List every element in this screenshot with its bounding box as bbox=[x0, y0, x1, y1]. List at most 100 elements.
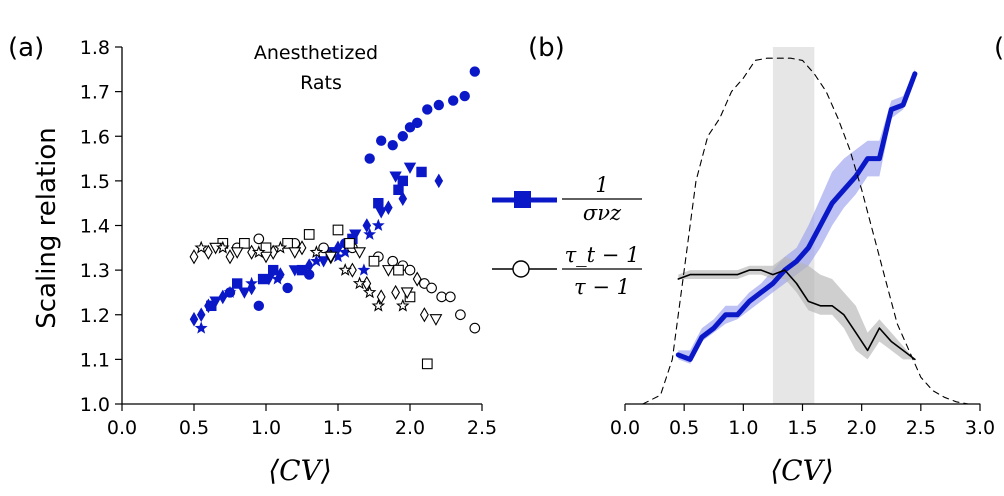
chart-a-point-sigma-star bbox=[310, 254, 323, 267]
chart-a-y-tick-label: 1.1 bbox=[80, 349, 110, 371]
chart-a-point-tau-triangle-down bbox=[259, 251, 273, 264]
panel-label-a: (a) bbox=[8, 33, 44, 63]
chart-a-y-tick-label: 1.2 bbox=[80, 305, 110, 327]
chart-a-point-tau-star bbox=[352, 276, 367, 290]
chart-a-y-tick-label: 1.4 bbox=[80, 216, 110, 238]
chart-a-point-sigma-square bbox=[373, 197, 384, 209]
chart-b-plot bbox=[642, 47, 981, 405]
chart-a-point-sigma-diamond bbox=[362, 218, 372, 233]
chart-a-point-tau-circle bbox=[426, 282, 437, 294]
chart-b-x-tick-label: 1.0 bbox=[728, 417, 758, 439]
chart-a-point-tau-square bbox=[332, 224, 344, 236]
chart-a-point-sigma-triangle-down bbox=[375, 207, 388, 219]
chart-b-line-sigma bbox=[675, 71, 918, 362]
chart-b-x-tick-label: 1.5 bbox=[787, 417, 817, 439]
chart-a-point-sigma-diamond bbox=[196, 307, 206, 323]
chart-a-point-tau-circle bbox=[469, 322, 481, 334]
chart-a-point-sigma-circle bbox=[282, 282, 293, 294]
chart-b-x-tick-label: 3.0 bbox=[965, 417, 995, 439]
chart-a-point-tau-diamond bbox=[412, 271, 422, 287]
chart-a-point-sigma-star bbox=[194, 321, 208, 334]
chart-a-point-sigma-diamond bbox=[434, 173, 444, 189]
chart-b-x-tick-label: 2.0 bbox=[847, 417, 877, 439]
chart-a-y-tick-label: 1.7 bbox=[80, 82, 110, 104]
panel-label-b: (b) bbox=[528, 33, 565, 63]
chart-a-point-tau-square bbox=[239, 238, 250, 249]
legend-sigma-numerator: 1 bbox=[595, 173, 608, 197]
chart-a-point-sigma-square bbox=[393, 184, 404, 196]
chart-a-y-tick-label: 1.6 bbox=[80, 126, 110, 148]
chart-b: 0.0 0.5 1.0 1.5 2.0 2.5 3.0 ⟨CV⟩ bbox=[610, 47, 995, 487]
chart-a-y-tick-label: 1.0 bbox=[80, 394, 110, 416]
chart-a-point-sigma-square bbox=[397, 175, 409, 187]
legend-sigma-denominator: σνz bbox=[583, 201, 622, 225]
chart-a-point-sigma-circle bbox=[397, 131, 409, 142]
chart-a-point-tau-triangle-down bbox=[230, 247, 244, 259]
chart-a-point-sigma-diamond bbox=[398, 191, 408, 207]
chart-a-axes: 0.0 0.5 1.0 1.5 2.0 2.5 1.0 1.1 1.2 1.3 1.4 1.5 1.6 1… bbox=[80, 37, 497, 439]
chart-a-point-tau-star bbox=[362, 285, 377, 299]
chart-a-point-sigma-star bbox=[223, 285, 237, 298]
chart-a-point-tau-star bbox=[273, 240, 288, 254]
chart-a-point-sigma-triangle-down bbox=[238, 287, 251, 299]
chart-a-point-sigma-triangle-down bbox=[288, 265, 301, 277]
legend-tau-denominator: τ − 1 bbox=[574, 275, 630, 299]
legend-tau-marker bbox=[512, 260, 530, 278]
chart-a-point-sigma-star bbox=[271, 272, 284, 285]
chart-a-point-sigma-circle bbox=[422, 104, 433, 115]
chart-a-x-tick-label: 2.5 bbox=[467, 417, 497, 439]
chart-a-point-tau-diamond bbox=[376, 289, 386, 305]
chart-a-point-tau-square bbox=[393, 264, 404, 276]
chart-a-title-line-1: Anesthetized bbox=[254, 42, 378, 64]
chart-a-point-sigma-diamond bbox=[384, 200, 393, 215]
chart-a-y-tick-label: 1.3 bbox=[80, 260, 110, 282]
chart-a-point-tau-star bbox=[309, 245, 324, 259]
chart-a-point-tau-diamond bbox=[419, 307, 429, 323]
chart-b-axes: 0.0 0.5 1.0 1.5 2.0 2.5 3.0 bbox=[610, 403, 995, 439]
chart-a-point-tau-square bbox=[303, 229, 315, 240]
chart-b-line-distribution bbox=[642, 57, 981, 405]
chart-b-x-tick-label: 0.5 bbox=[669, 417, 699, 439]
chart-a-point-sigma-star bbox=[371, 218, 385, 231]
chart-a-x-tick-label: 0.5 bbox=[179, 417, 209, 439]
chart-a-point-tau-square bbox=[344, 238, 355, 249]
chart-a-x-tick-label: 2.0 bbox=[395, 417, 425, 439]
chart-a-point-tau-diamond bbox=[189, 249, 199, 265]
chart-a-point-tau-diamond bbox=[391, 284, 401, 301]
chart-a-ylabel: Scaling relation bbox=[32, 127, 62, 329]
chart-b-line-tau bbox=[677, 269, 916, 361]
chart-a-point-tau-circle bbox=[404, 264, 416, 276]
chart-b-highlight-band bbox=[772, 47, 815, 404]
chart-a-point-sigma-diamond bbox=[218, 289, 228, 305]
chart-a-point-sigma-star bbox=[357, 263, 371, 276]
legend-tau-numerator: τ_t − 1 bbox=[565, 243, 640, 267]
chart-a-point-tau-circle bbox=[253, 233, 265, 245]
chart-a-point-sigma-circle bbox=[433, 99, 445, 111]
chart-a-point-tau-star bbox=[194, 240, 208, 254]
chart-a-point-tau-triangle-down bbox=[324, 251, 338, 264]
chart-a-point-tau-triangle-down bbox=[400, 287, 414, 300]
legend-entry-tau: τ_t − 1 τ − 1 bbox=[492, 243, 642, 299]
chart-a-point-sigma-circle bbox=[364, 153, 375, 164]
chart-a-x-tick-label: 1.5 bbox=[323, 417, 353, 439]
chart-a-x-tick-label: 1.0 bbox=[251, 417, 281, 439]
chart-a-point-tau-triangle-down bbox=[353, 247, 367, 259]
chart-a-point-tau-star bbox=[371, 298, 386, 312]
chart-a-point-sigma-diamond bbox=[189, 311, 199, 327]
chart-a-xlabel: ⟨CV⟩ bbox=[268, 454, 332, 487]
chart-a-point-sigma-triangle-down bbox=[209, 296, 222, 308]
chart-a-point-sigma-star bbox=[363, 227, 377, 240]
chart-a-point-tau-circle bbox=[387, 255, 399, 267]
chart-a-point-sigma-square bbox=[267, 264, 279, 276]
legend: 1 σνz τ_t − 1 τ − 1 bbox=[492, 173, 642, 299]
chart-b-x-tick-label: 0.0 bbox=[610, 417, 640, 439]
chart-a-point-tau-diamond bbox=[225, 249, 235, 265]
chart-a-point-sigma-star bbox=[245, 276, 258, 289]
chart-a-point-tau-triangle-down bbox=[429, 314, 443, 326]
chart-a-point-tau-square bbox=[282, 238, 293, 249]
legend-sigma-marker bbox=[514, 191, 531, 208]
chart-a-y-tick-label: 1.8 bbox=[80, 37, 110, 59]
chart-b-x-tick-label: 2.5 bbox=[906, 417, 936, 439]
chart-a-point-tau-triangle-down bbox=[381, 265, 395, 277]
